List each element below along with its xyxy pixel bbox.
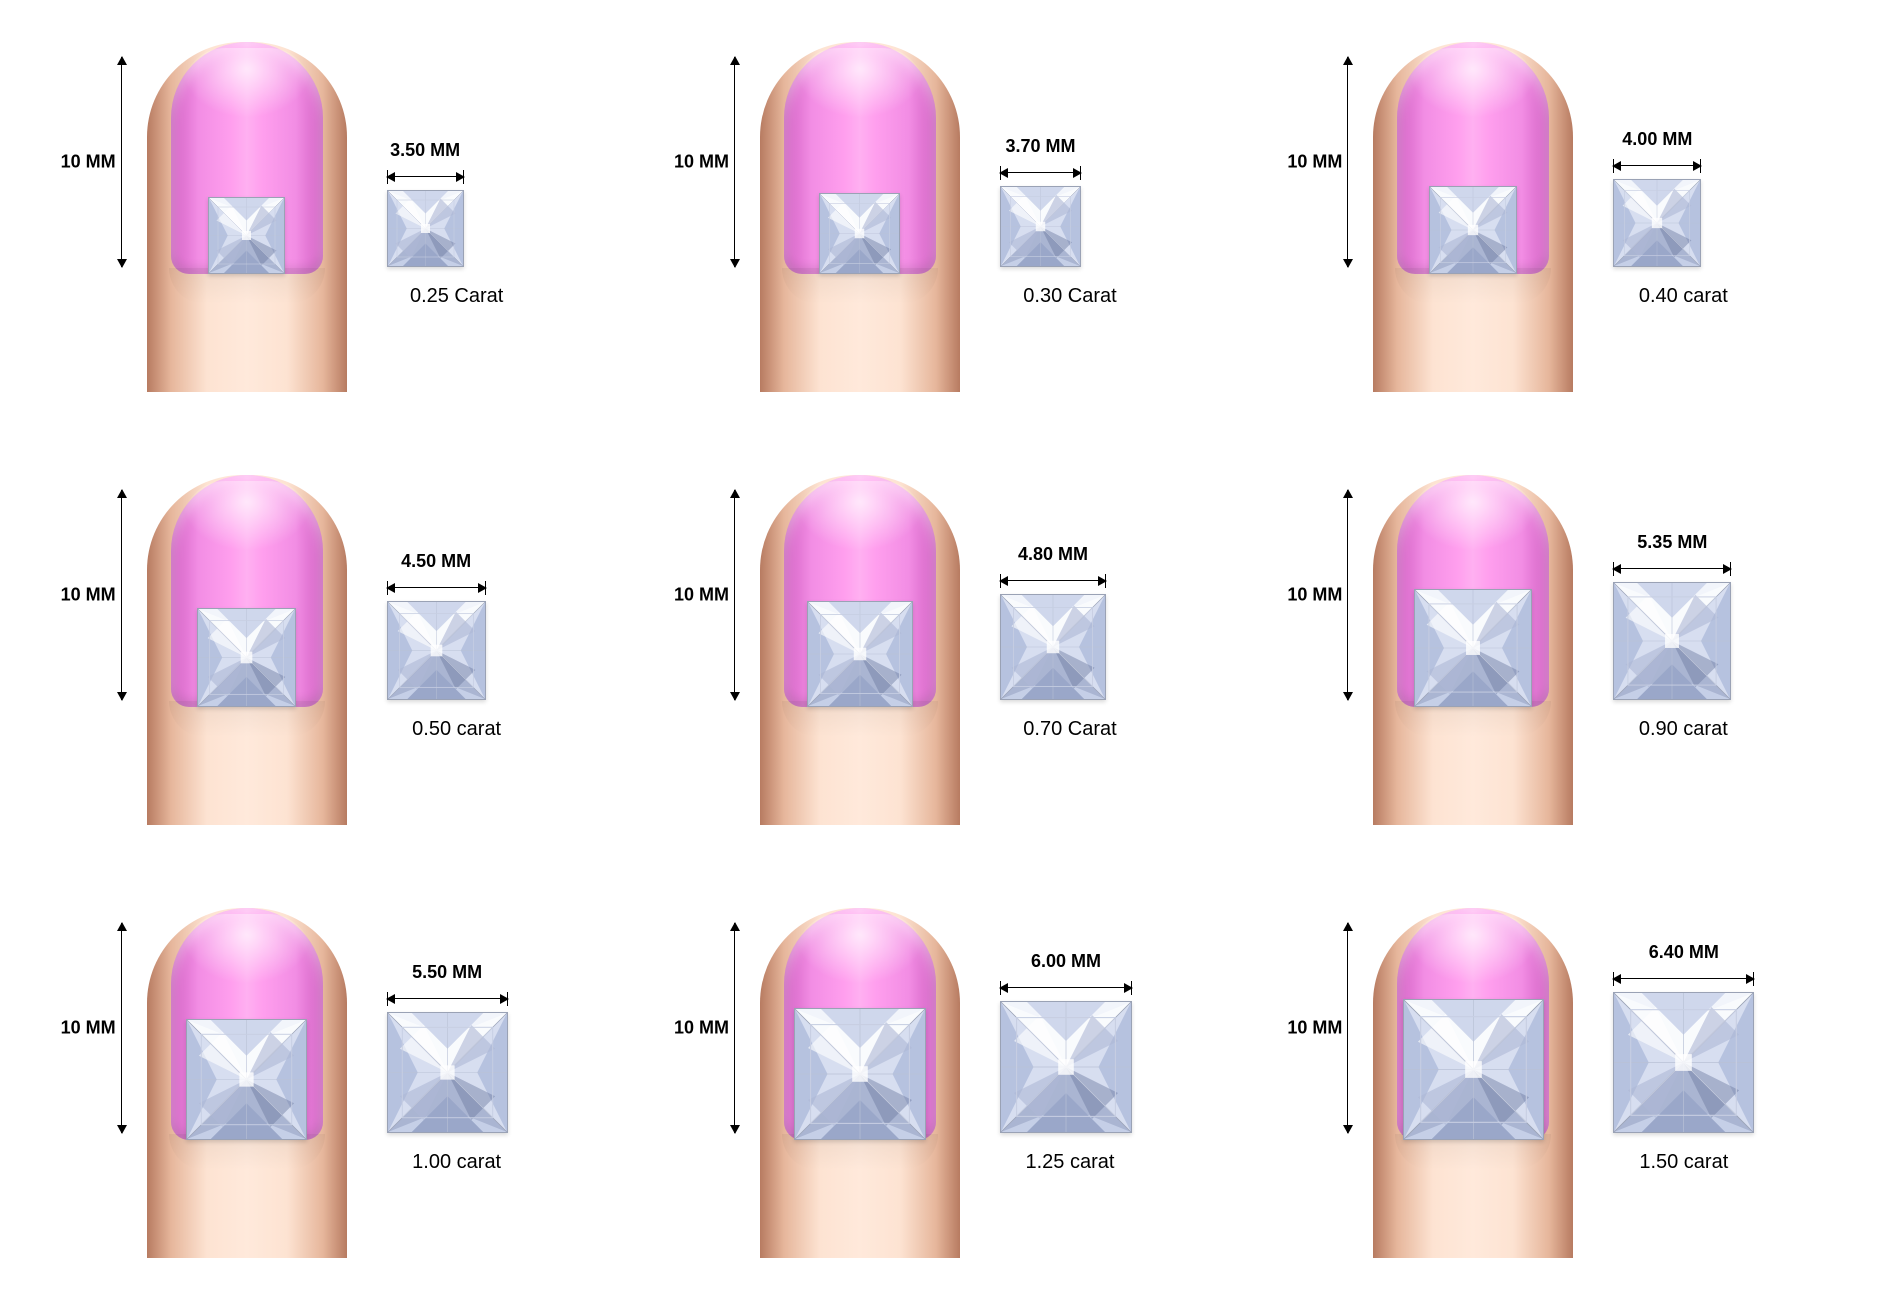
size-cell: 10 MM 5.50 MM 1.00 carat	[40, 877, 633, 1290]
diamond-on-nail	[794, 1008, 926, 1140]
carat-label: 0.50 carat	[387, 718, 527, 741]
size-cell: 10 MM 3.70 MM 0.30 Carat	[653, 10, 1246, 423]
diamond-on-nail	[1403, 999, 1544, 1140]
diamond-on-nail	[1429, 186, 1517, 274]
height-dimension: 10 MM	[67, 490, 137, 700]
carat-label: 0.90 carat	[1613, 718, 1753, 741]
diamond-reference	[1000, 186, 1081, 267]
mm-label: 4.00 MM	[1622, 129, 1692, 150]
width-dimension: 5.50 MM	[387, 984, 508, 1012]
width-dimension: 4.80 MM	[1000, 566, 1106, 594]
height-label: 10 MM	[674, 151, 729, 172]
width-dimension: 4.00 MM	[1613, 151, 1701, 179]
carat-label: 0.30 Carat	[1000, 285, 1140, 308]
width-dimension: 3.70 MM	[1000, 158, 1081, 186]
mm-label: 6.00 MM	[1031, 951, 1101, 972]
width-dimension: 4.50 MM	[387, 573, 486, 601]
diamond-on-nail	[819, 193, 900, 274]
diamond-on-nail	[186, 1019, 307, 1140]
height-label: 10 MM	[61, 584, 116, 605]
mm-label: 5.35 MM	[1637, 532, 1707, 553]
height-label: 10 MM	[61, 1018, 116, 1039]
carat-label: 0.70 Carat	[1000, 718, 1140, 741]
height-dimension: 10 MM	[680, 490, 750, 700]
diamond-on-nail	[807, 601, 913, 707]
carat-label: 0.25 Carat	[387, 285, 527, 308]
height-label: 10 MM	[1287, 584, 1342, 605]
diamond-on-nail	[1414, 589, 1532, 707]
size-cell: 10 MM 6.00 MM 1.25 carat	[653, 877, 1246, 1290]
diamond-on-nail	[208, 197, 285, 274]
diamond-reference	[387, 1012, 508, 1133]
width-dimension: 5.35 MM	[1613, 554, 1731, 582]
size-cell: 10 MM 3.50 MM 0.25 Carat	[40, 10, 633, 423]
mm-label: 3.50 MM	[390, 140, 460, 161]
diamond-reference	[1000, 1001, 1132, 1133]
height-dimension: 10 MM	[1293, 57, 1363, 267]
size-cell: 10 MM 6.40 MM 1.50 carat	[1267, 877, 1860, 1290]
size-cell: 10 MM 4.80 MM 0.70 Carat	[653, 443, 1246, 856]
carat-label: 1.50 carat	[1613, 1151, 1754, 1174]
diamond-on-nail	[197, 608, 296, 707]
mm-label: 5.50 MM	[412, 962, 482, 983]
carat-label: 1.25 carat	[1000, 1151, 1140, 1174]
height-dimension: 10 MM	[67, 923, 137, 1133]
size-chart-grid: 10 MM 3.50 MM 0.25 Carat 10 MM	[0, 0, 1900, 1300]
carat-label: 0.40 carat	[1613, 285, 1753, 308]
mm-label: 4.50 MM	[401, 551, 471, 572]
diamond-reference	[387, 190, 464, 267]
height-dimension: 10 MM	[67, 57, 137, 267]
width-dimension: 3.50 MM	[387, 162, 464, 190]
height-dimension: 10 MM	[680, 57, 750, 267]
diamond-reference	[1613, 582, 1731, 700]
mm-label: 3.70 MM	[1005, 136, 1075, 157]
height-label: 10 MM	[674, 584, 729, 605]
size-cell: 10 MM 4.50 MM 0.50 carat	[40, 443, 633, 856]
height-label: 10 MM	[1287, 151, 1342, 172]
height-dimension: 10 MM	[1293, 490, 1363, 700]
width-dimension: 6.40 MM	[1613, 964, 1754, 992]
mm-label: 6.40 MM	[1649, 942, 1719, 963]
size-cell: 10 MM 5.35 MM 0.90 carat	[1267, 443, 1860, 856]
mm-label: 4.80 MM	[1018, 544, 1088, 565]
height-label: 10 MM	[674, 1018, 729, 1039]
height-dimension: 10 MM	[1293, 923, 1363, 1133]
size-cell: 10 MM 4.00 MM 0.40 carat	[1267, 10, 1860, 423]
diamond-reference	[1613, 992, 1754, 1133]
width-dimension: 6.00 MM	[1000, 973, 1132, 1001]
height-label: 10 MM	[61, 151, 116, 172]
height-label: 10 MM	[1287, 1018, 1342, 1039]
diamond-reference	[1000, 594, 1106, 700]
diamond-reference	[387, 601, 486, 700]
height-dimension: 10 MM	[680, 923, 750, 1133]
carat-label: 1.00 carat	[387, 1151, 527, 1174]
diamond-reference	[1613, 179, 1701, 267]
